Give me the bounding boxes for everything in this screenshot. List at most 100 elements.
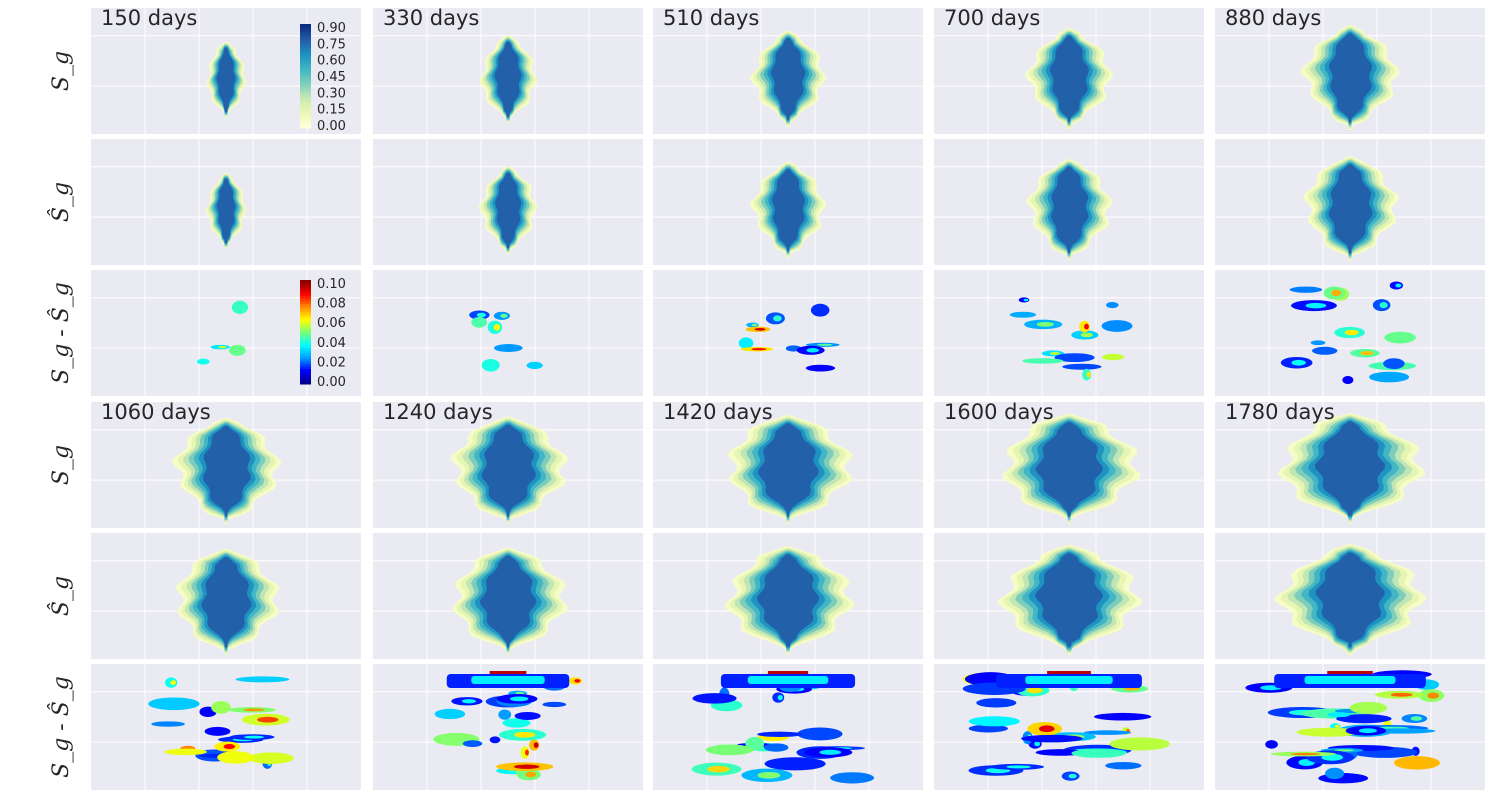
saturation-contour — [494, 41, 522, 117]
colorbar-tick-label: 0.00 — [317, 375, 346, 390]
error-patch — [1304, 676, 1396, 684]
panel-truth-3 — [934, 8, 1204, 134]
colorbar-tick-label: 0.02 — [317, 355, 346, 370]
colorbar-segment — [300, 102, 311, 106]
colorbar-tick-label: 0.75 — [317, 37, 346, 52]
error-patch — [1291, 359, 1306, 366]
colorbar-segment — [300, 34, 311, 38]
colorbar-segment — [300, 303, 311, 307]
panel-truth-6 — [373, 402, 643, 528]
colorbar-segment — [300, 117, 311, 121]
colorbar-segment — [300, 381, 311, 385]
error-patch — [493, 344, 523, 352]
error-patch — [1038, 725, 1055, 733]
colorbar-segment — [300, 125, 311, 129]
error-patch — [1106, 302, 1119, 309]
error-patch — [481, 358, 500, 372]
error-patch — [751, 323, 758, 327]
error-patch — [476, 312, 486, 318]
panel-truth-9 — [1215, 402, 1485, 528]
error-patch — [705, 744, 754, 756]
error-patch — [211, 700, 231, 714]
colorbar-segment — [300, 306, 311, 310]
colorbar-tick-label: 0.45 — [317, 70, 346, 85]
colorbar-segment — [300, 373, 311, 377]
colorbar-segment — [300, 42, 311, 46]
colorbar-segment — [300, 44, 311, 48]
colorbar-segment — [300, 337, 311, 341]
panel-error-0 — [91, 270, 361, 396]
error-patch — [1358, 728, 1378, 734]
time-label: 880 days — [1225, 6, 1321, 30]
colorbar-segment — [300, 371, 311, 375]
colorbar-segment — [300, 63, 311, 67]
colorbar-segment — [300, 70, 311, 74]
colorbar-tick-label: 0.00 — [317, 119, 346, 134]
error-patch — [1025, 676, 1113, 684]
saturation-contour — [758, 423, 819, 516]
error-patch — [515, 691, 524, 695]
panel-truth-2 — [653, 8, 923, 134]
saturation-contour — [479, 555, 537, 647]
colorbar-segment — [300, 339, 311, 343]
time-label: 150 days — [101, 6, 197, 30]
error-patch — [471, 676, 545, 684]
error-patch — [1265, 740, 1278, 749]
error-patch — [1068, 773, 1077, 779]
time-label: 1780 days — [1225, 400, 1335, 424]
colorbar-segment — [300, 31, 311, 35]
error-patch — [1102, 353, 1125, 361]
colorbar-segment — [300, 107, 311, 111]
colorbar-segment — [300, 298, 311, 302]
colorbar-segment — [300, 81, 311, 85]
panel-background — [373, 270, 643, 396]
saturation-contour — [1315, 552, 1385, 647]
colorbar-segment — [300, 89, 311, 93]
error-patch — [243, 708, 265, 712]
error-patch — [1327, 671, 1373, 674]
error-patch — [520, 746, 530, 759]
error-patch — [806, 348, 819, 353]
saturation-contour — [495, 172, 522, 248]
error-patch — [574, 679, 581, 683]
error-patch — [1289, 286, 1323, 293]
colorbar-segment — [300, 321, 311, 325]
panel-truth-4 — [1215, 8, 1485, 134]
error-patch — [764, 743, 789, 752]
colorbar-segment — [300, 47, 311, 51]
error-patch — [164, 748, 208, 756]
error-patch — [1021, 734, 1083, 743]
colorbar-segment — [300, 115, 311, 119]
colorbar-segment — [300, 76, 311, 80]
error-patch — [1395, 283, 1402, 288]
time-label: 1060 days — [101, 400, 211, 424]
error-patch — [1049, 351, 1060, 355]
colorbar-segment — [300, 350, 311, 354]
error-patch — [1349, 701, 1388, 714]
panel-error-8 — [934, 664, 1204, 790]
error-patch — [1390, 692, 1413, 697]
colorbar-segment — [300, 285, 311, 289]
error-patch — [1331, 289, 1342, 297]
error-patch — [1109, 737, 1171, 751]
colorbar-tick-label: 0.10 — [317, 277, 346, 292]
error-patch — [1427, 692, 1440, 699]
panel-error-7 — [653, 664, 923, 790]
colorbar-segment — [300, 311, 311, 315]
saturation-contour — [757, 554, 819, 647]
colorbar-segment — [300, 91, 311, 95]
colorbar-tick-label: 0.15 — [317, 103, 346, 118]
colorbar-segment — [300, 368, 311, 372]
row-label: S_g — [49, 51, 74, 91]
saturation-contour — [201, 557, 252, 648]
panel-prediction-5 — [91, 533, 361, 659]
error-patch — [229, 344, 246, 356]
error-patch — [1369, 371, 1410, 383]
error-patch — [968, 716, 1020, 727]
saturation-contour — [481, 424, 537, 516]
colorbar-segment — [300, 334, 311, 338]
colorbar-segment — [300, 355, 311, 359]
error-patch — [1344, 329, 1359, 336]
colorbar-segment — [300, 55, 311, 59]
saturation-contour — [216, 47, 236, 112]
